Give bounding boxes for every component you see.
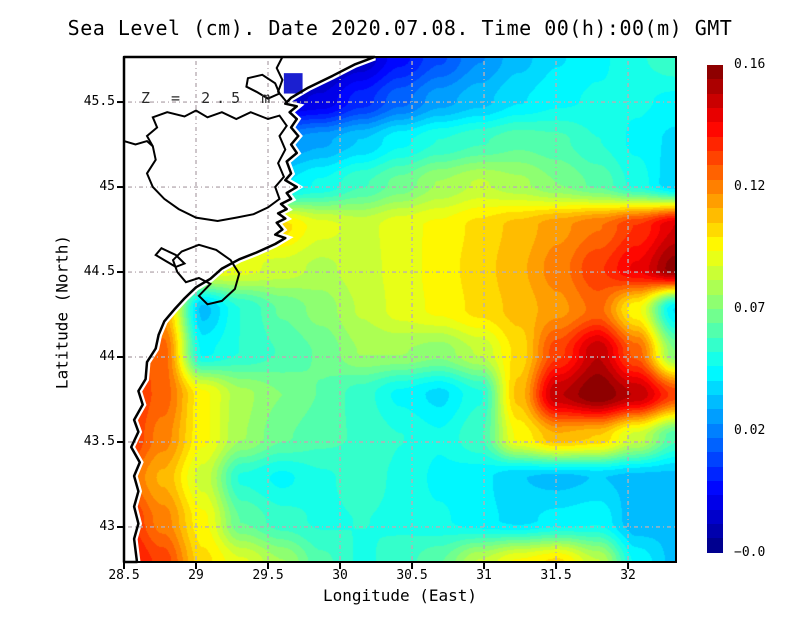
colorbar-segment [707,437,723,453]
river-mouth-patch [283,73,303,94]
colorbar-segment [707,136,723,152]
map-overlay [117,53,677,569]
colorbar-segment [707,108,723,123]
colorbar-segment [707,524,723,539]
colorbar [707,65,723,553]
coastline [122,55,376,564]
colorbar-segment [707,93,723,109]
colorbar-segment [707,280,723,295]
colorbar-segment [707,251,723,266]
colorbar-segment [707,165,723,180]
small-lagoon-outline [154,246,187,269]
plot-area: Z = 2.5 m [117,53,677,569]
plot-frame [123,56,677,563]
colorbar-segment [707,151,723,166]
y-tick-label: 45.5 [83,94,115,110]
y-tick-label: 44.5 [83,264,115,280]
colorbar-segment [707,538,723,553]
colorbar-segment [707,351,723,367]
x-tick-label: 30 [332,568,348,583]
colorbar-segment [707,380,723,395]
plot-title: Sea Level (cm). Date 2020.07.08. Time 00… [67,16,733,40]
x-tick-label: 29 [188,568,204,583]
colorbar-segment [707,480,723,496]
colorbar-segment [707,337,723,352]
colorbar-segment [707,208,723,223]
colorbar-segment [707,423,723,438]
colorbar-segment [707,509,723,524]
colorbar-tick-label: 0.07 [734,301,766,316]
river-line [123,139,154,147]
colorbar-segment [707,65,723,80]
x-axis-title: Longitude (East) [322,586,478,605]
colorbar-segment [707,79,723,94]
depth-annotation: Z = 2.5 m [141,89,277,107]
river-branch-line [275,56,288,103]
colorbar-tick-label: 0.16 [734,57,766,72]
y-tick-label: 43.5 [83,433,115,449]
colorbar-segment [707,366,723,381]
colorbar-segment [707,194,723,209]
delta-islet-outline [245,73,281,100]
y-tick-label: 44 [99,349,115,364]
x-tick-label: 29.5 [252,568,284,583]
x-tick-label: 28.5 [108,568,140,583]
colorbar-segment [707,265,723,281]
colorbar-tick-label: 0.12 [734,179,766,194]
y-tick-label: 43 [99,518,115,534]
x-tick-label: 30.5 [396,568,428,583]
y-axis-title: Latitude (North) [52,234,72,390]
colorbar-segment [707,122,723,137]
colorbar-segment [707,409,723,424]
colorbar-segment [707,452,723,467]
colorbar-segment [707,394,723,410]
colorbar-segment [707,495,723,510]
land-mass [120,53,376,566]
lagoon-outline [171,243,241,306]
colorbar-tick-label: −0.0 [734,545,766,560]
x-tick-label: 32 [620,568,636,583]
colorbar-segment [707,323,723,338]
delta-outline [145,109,288,223]
colorbar-segment [707,308,723,324]
colorbar-segment [707,222,723,238]
colorbar-tick-label: 0.02 [734,423,766,438]
y-tick-label: 45 [99,179,115,195]
colorbar-segment [707,237,723,252]
x-tick-label: 31.5 [540,568,572,583]
colorbar-segment [707,466,723,481]
colorbar-segment [707,179,723,195]
colorbar-segment [707,294,723,309]
x-tick-label: 31 [476,568,492,583]
